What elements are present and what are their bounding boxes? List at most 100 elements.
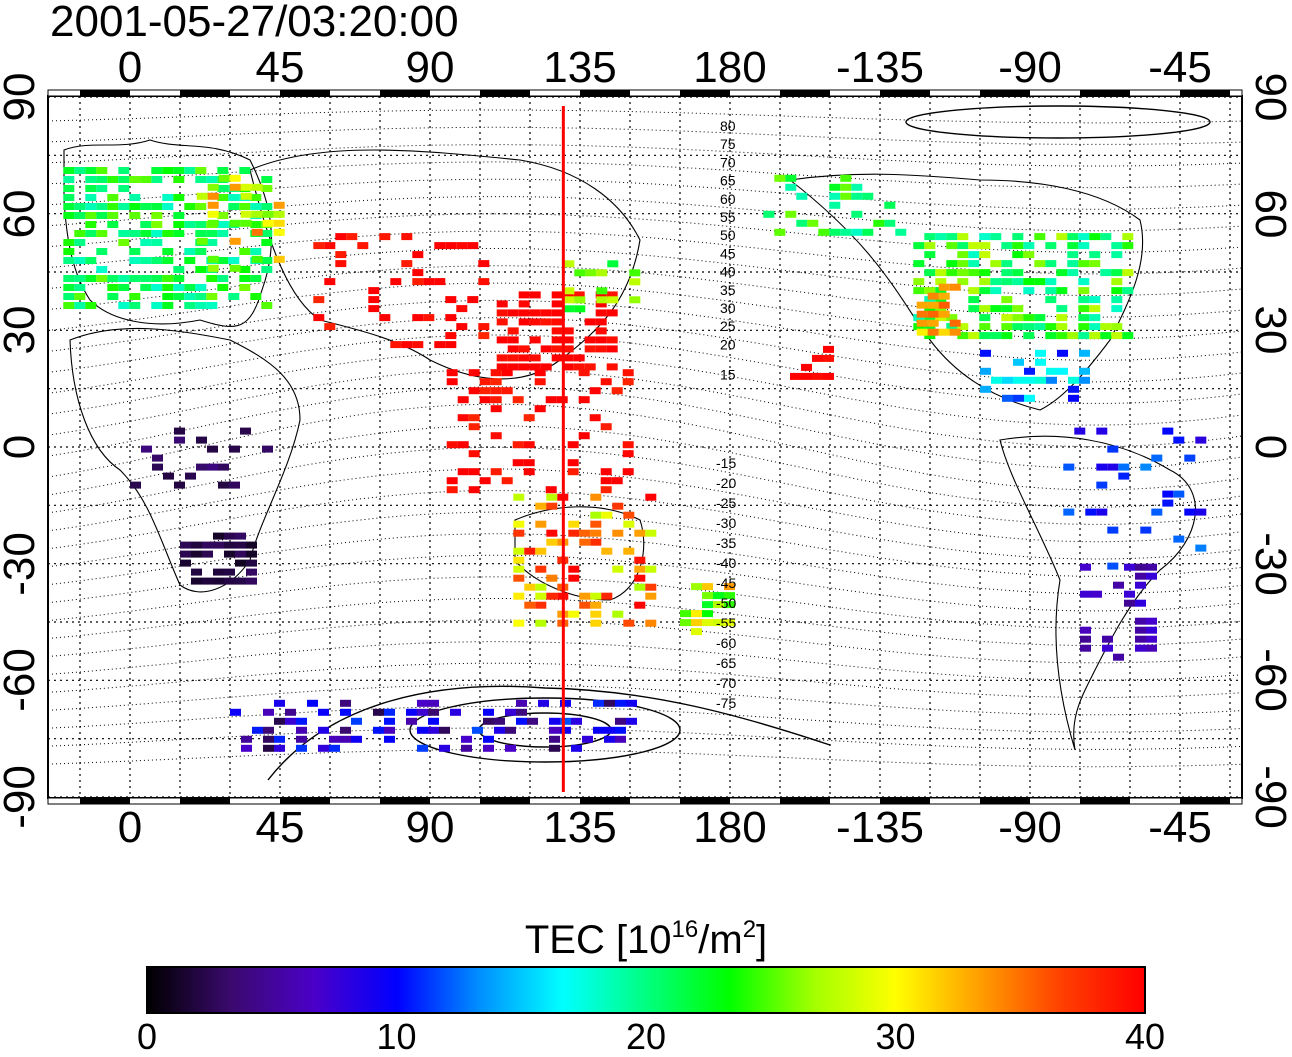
tec-observation (496, 318, 508, 326)
tec-observation (1100, 269, 1112, 277)
tec-observation (1107, 445, 1119, 453)
tec-observation (535, 592, 547, 600)
tec-observation (1089, 332, 1101, 340)
tec-observation (551, 318, 563, 326)
tec-observation (478, 332, 490, 340)
tec-observation (785, 183, 797, 191)
tec-observation (924, 242, 936, 250)
tec-observation (446, 369, 458, 377)
tec-observation (534, 405, 546, 413)
contour-label-south: -40 (716, 555, 736, 571)
contour-label-north: 70 (720, 154, 736, 170)
tec-observation (229, 237, 241, 245)
tec-observation (549, 735, 560, 743)
contour-label-south: -55 (716, 615, 736, 631)
tec-observation (151, 239, 163, 246)
tec-observation (1173, 436, 1185, 444)
tec-observation (184, 257, 196, 264)
tec-observation (250, 221, 262, 228)
lon-tick-bottom: -45 (1148, 803, 1212, 852)
tec-observation (829, 201, 841, 209)
tec-observation (1024, 394, 1035, 402)
colorbar-gradient (146, 966, 1146, 1014)
frame-band-segment (880, 798, 930, 804)
tec-observation (568, 520, 580, 528)
contour-label-south: -20 (716, 475, 736, 491)
tec-observation (251, 183, 263, 191)
tec-observation (273, 210, 285, 218)
tec-observation (840, 174, 852, 182)
tec-observation (74, 284, 86, 291)
tec-observation (513, 547, 525, 555)
tec-observation (228, 293, 240, 300)
tec-observation (224, 568, 235, 576)
tec-observation (162, 275, 174, 282)
tec-observation (518, 318, 530, 326)
lat-tick-left: 60 (0, 189, 44, 239)
tec-observation (1080, 590, 1091, 598)
tec-observation (261, 266, 273, 273)
tec-observation (1146, 635, 1157, 643)
tec-observation (468, 369, 480, 377)
tec-observation (96, 167, 108, 174)
tec-observation (412, 269, 424, 277)
tec-observation (562, 327, 574, 335)
tec-observation (478, 260, 490, 268)
tec-observation (195, 293, 207, 300)
tec-observation (968, 305, 980, 313)
tec-observation (1012, 314, 1024, 322)
tec-observation (74, 275, 86, 282)
tec-observation (523, 459, 535, 467)
tec-observation (579, 592, 591, 600)
frame-band-segment (580, 90, 630, 96)
tec-observation (273, 201, 285, 209)
tec-observation (340, 699, 351, 707)
tec-observation (1013, 376, 1024, 384)
tec-observation (173, 284, 185, 291)
tec-observation (1067, 233, 1079, 241)
tec-observation (829, 228, 841, 236)
tec-observation (505, 744, 516, 752)
tec-observation (445, 314, 457, 322)
tec-observation (1012, 233, 1024, 241)
frame-band-segment (680, 90, 730, 96)
tec-observation (1023, 278, 1035, 286)
tec-observation (196, 463, 207, 471)
tec-observation (1122, 332, 1134, 340)
tec-observation (240, 192, 252, 200)
tec-observation (229, 183, 241, 191)
tec-observation (1012, 305, 1024, 313)
tec-observation (163, 472, 174, 480)
tec-observation (273, 255, 285, 263)
tec-observation (990, 332, 1002, 340)
tec-observation (262, 219, 274, 227)
tec-observation (573, 354, 585, 362)
tec-observation (450, 708, 461, 716)
tec-observation (1111, 278, 1123, 286)
tec-observation (1135, 599, 1146, 607)
tec-observation (217, 185, 229, 192)
lon-tick-bottom: 135 (543, 803, 617, 852)
lon-tick-top: 45 (255, 43, 305, 92)
tec-observation (1085, 508, 1097, 516)
tec-observation (213, 532, 224, 540)
tec-observation (590, 529, 602, 537)
contour-label-south: -25 (716, 495, 736, 511)
tec-observation (1002, 376, 1013, 384)
tec-observation (535, 547, 547, 555)
tec-observation (273, 228, 285, 236)
tec-observation (724, 619, 735, 627)
tec-observation (239, 167, 251, 174)
contour-label-north: 20 (720, 336, 736, 352)
tec-observation (417, 726, 428, 734)
tec-observation (571, 744, 582, 752)
tec-observation (1102, 644, 1113, 652)
tec-observation (645, 529, 657, 537)
tec-observation (162, 167, 174, 174)
tec-observation (938, 301, 950, 309)
tec-observation (140, 275, 152, 282)
tec-observation (979, 305, 991, 313)
tec-observation (513, 520, 525, 528)
tec-observation (1035, 349, 1046, 357)
tec-observation (140, 239, 152, 246)
